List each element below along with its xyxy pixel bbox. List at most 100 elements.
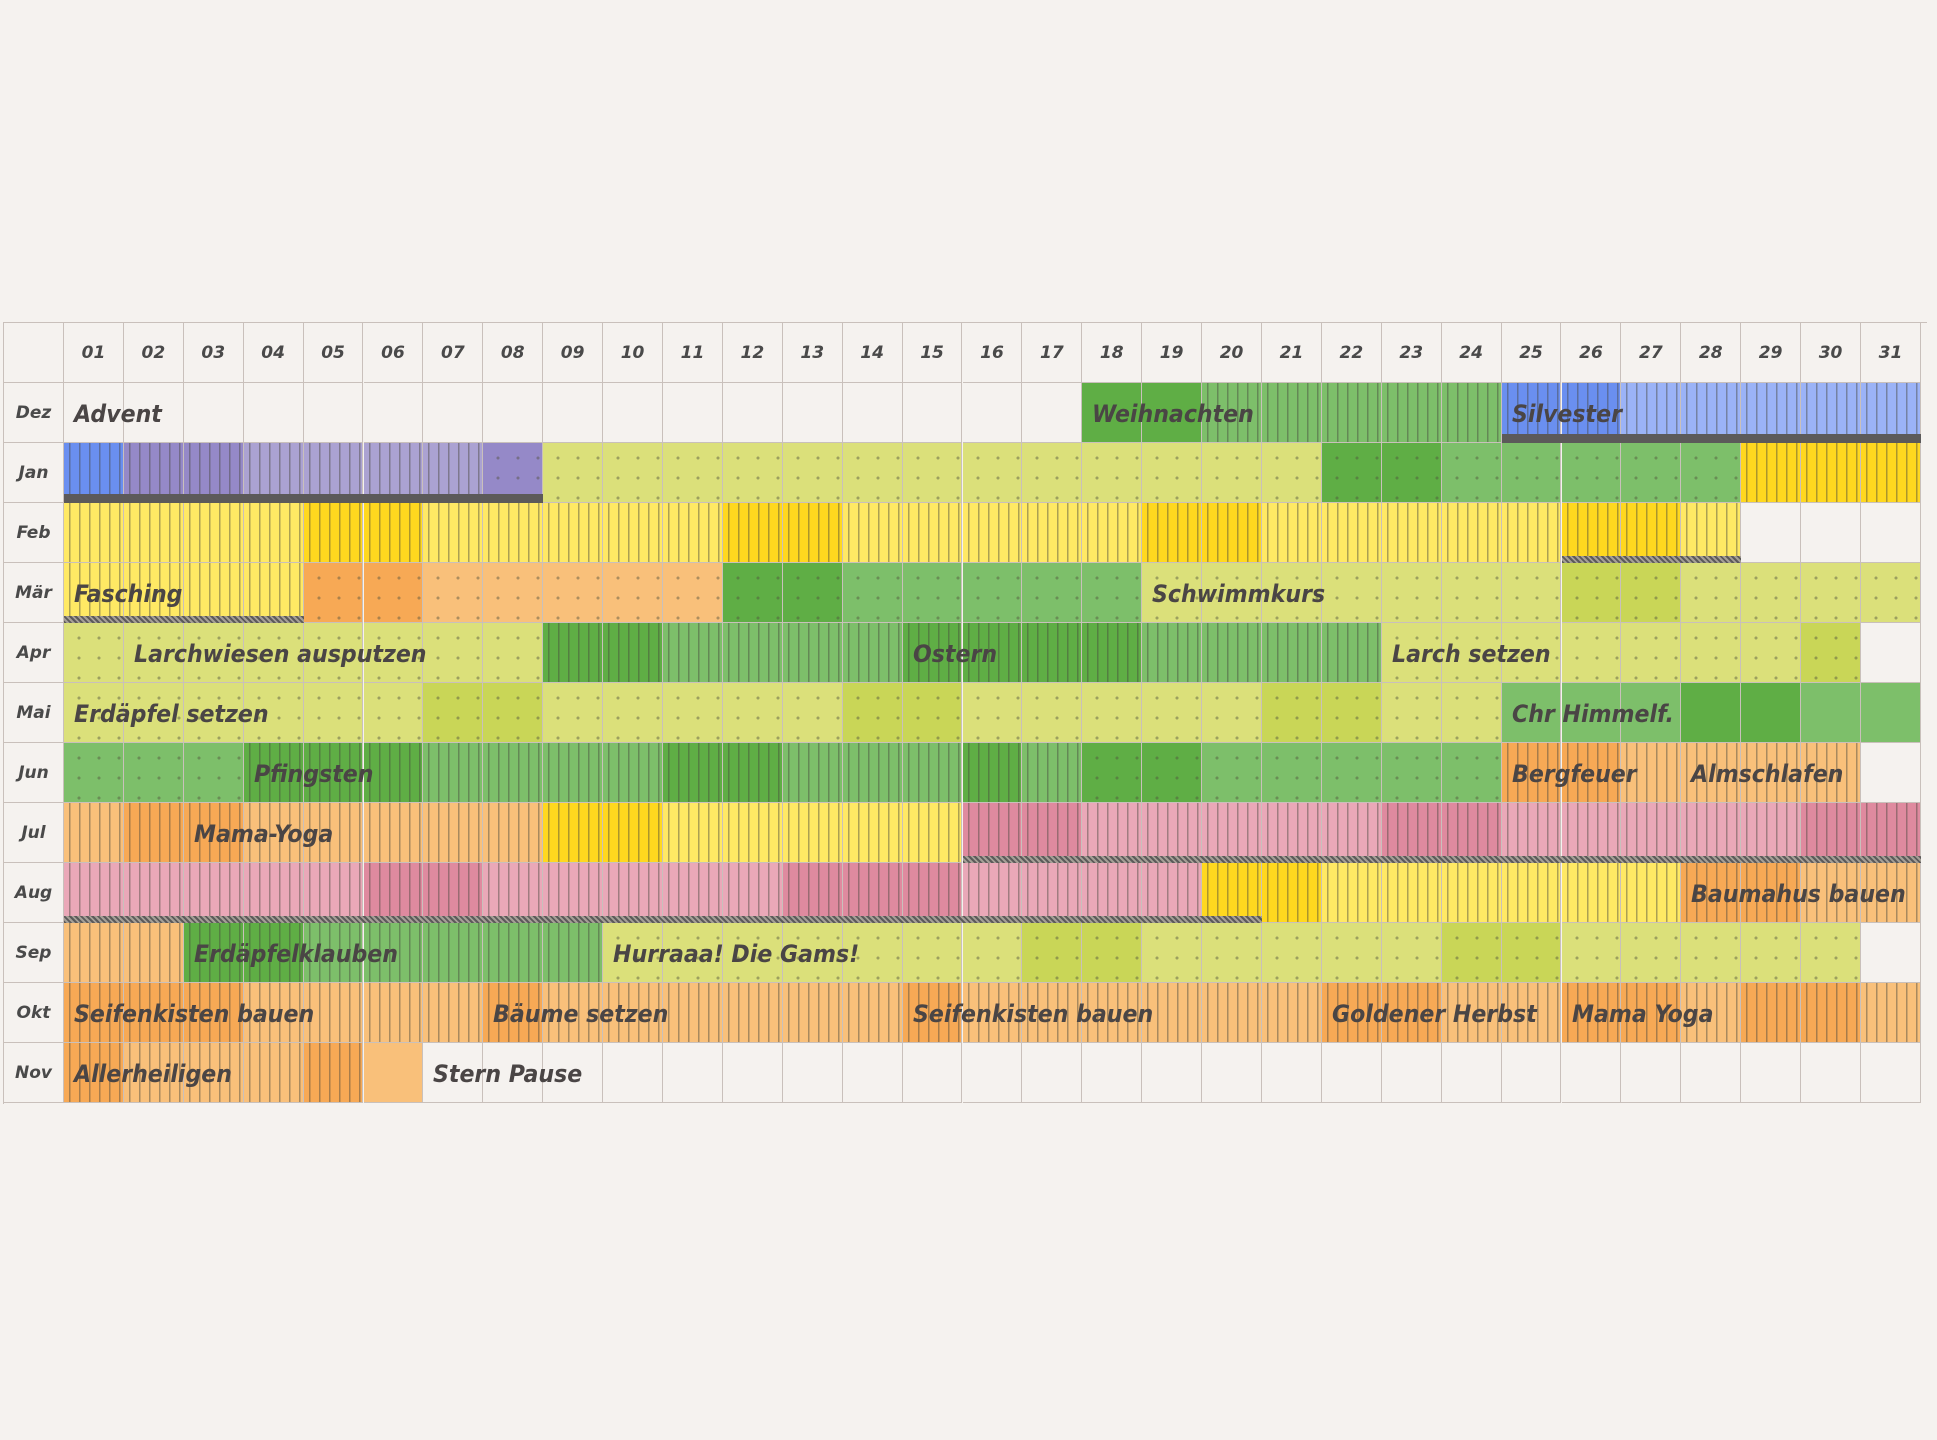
event-day-cell[interactable] bbox=[1262, 623, 1322, 683]
event-day-cell[interactable] bbox=[1142, 923, 1203, 983]
event-day-cell[interactable] bbox=[1621, 923, 1682, 983]
event-day-cell[interactable] bbox=[603, 563, 663, 623]
event-day-cell[interactable] bbox=[1801, 623, 1861, 683]
event-day-cell[interactable] bbox=[1381, 923, 1442, 983]
event-day-cell[interactable] bbox=[902, 803, 963, 863]
event-day-cell[interactable] bbox=[1621, 563, 1682, 623]
event-day-cell[interactable] bbox=[1681, 923, 1742, 983]
event-day-cell[interactable] bbox=[962, 503, 1023, 563]
event-day-cell[interactable] bbox=[1801, 743, 1861, 803]
event-day-cell[interactable] bbox=[483, 803, 544, 863]
day-cell[interactable] bbox=[1861, 503, 1921, 563]
event-day-cell[interactable] bbox=[1561, 863, 1622, 923]
event-day-cell[interactable] bbox=[1741, 923, 1802, 983]
event-day-cell[interactable] bbox=[1202, 983, 1262, 1043]
event-day-cell[interactable] bbox=[1202, 563, 1262, 623]
event-day-cell[interactable] bbox=[782, 683, 843, 743]
event-day-cell[interactable] bbox=[603, 623, 663, 683]
event-day-cell[interactable] bbox=[962, 623, 1023, 683]
event-day-cell[interactable] bbox=[1861, 443, 1921, 503]
event-day-cell[interactable] bbox=[902, 443, 963, 503]
event-day-cell[interactable] bbox=[1501, 683, 1562, 743]
event-day-cell[interactable] bbox=[1681, 503, 1742, 563]
day-cell[interactable] bbox=[782, 383, 843, 443]
event-day-cell[interactable] bbox=[902, 503, 963, 563]
event-day-cell[interactable] bbox=[962, 683, 1023, 743]
event-day-cell[interactable] bbox=[1142, 563, 1203, 623]
event-day-cell[interactable] bbox=[962, 443, 1023, 503]
event-day-cell[interactable] bbox=[1561, 743, 1622, 803]
event-day-cell[interactable] bbox=[243, 983, 304, 1043]
event-day-cell[interactable] bbox=[1082, 923, 1143, 983]
day-cell[interactable] bbox=[1861, 623, 1921, 683]
event-day-cell[interactable] bbox=[423, 563, 484, 623]
event-day-cell[interactable] bbox=[543, 623, 604, 683]
event-day-cell[interactable] bbox=[1142, 743, 1203, 803]
event-day-cell[interactable] bbox=[363, 803, 424, 863]
event-day-cell[interactable] bbox=[1321, 623, 1382, 683]
event-day-cell[interactable] bbox=[1142, 863, 1203, 923]
day-cell[interactable] bbox=[1142, 1043, 1203, 1103]
event-day-cell[interactable] bbox=[543, 923, 604, 983]
event-day-cell[interactable] bbox=[1262, 443, 1322, 503]
event-day-cell[interactable] bbox=[64, 623, 124, 683]
event-day-cell[interactable] bbox=[1262, 923, 1322, 983]
event-day-cell[interactable] bbox=[1861, 683, 1921, 743]
event-day-cell[interactable] bbox=[962, 803, 1023, 863]
event-day-cell[interactable] bbox=[64, 443, 124, 503]
event-day-cell[interactable] bbox=[123, 563, 184, 623]
event-day-cell[interactable] bbox=[603, 803, 663, 863]
event-day-cell[interactable] bbox=[363, 563, 424, 623]
day-cell[interactable] bbox=[1321, 1043, 1382, 1103]
event-day-cell[interactable] bbox=[1022, 983, 1083, 1043]
event-day-cell[interactable] bbox=[1801, 863, 1861, 923]
event-day-cell[interactable] bbox=[722, 863, 783, 923]
event-day-cell[interactable] bbox=[1621, 623, 1682, 683]
event-day-cell[interactable] bbox=[1022, 803, 1083, 863]
event-day-cell[interactable] bbox=[1022, 623, 1083, 683]
event-day-cell[interactable] bbox=[303, 443, 364, 503]
day-cell[interactable] bbox=[483, 383, 544, 443]
event-day-cell[interactable] bbox=[183, 803, 244, 863]
event-day-cell[interactable] bbox=[603, 863, 663, 923]
event-day-cell[interactable] bbox=[663, 443, 723, 503]
event-day-cell[interactable] bbox=[1202, 923, 1262, 983]
event-day-cell[interactable] bbox=[722, 443, 783, 503]
event-day-cell[interactable] bbox=[1381, 503, 1442, 563]
day-cell[interactable] bbox=[64, 383, 124, 443]
event-day-cell[interactable] bbox=[1022, 863, 1083, 923]
event-day-cell[interactable] bbox=[902, 623, 963, 683]
day-cell[interactable] bbox=[1501, 1043, 1562, 1103]
day-cell[interactable] bbox=[423, 383, 484, 443]
event-day-cell[interactable] bbox=[1142, 503, 1203, 563]
event-day-cell[interactable] bbox=[1202, 383, 1262, 443]
event-day-cell[interactable] bbox=[663, 563, 723, 623]
event-day-cell[interactable] bbox=[64, 563, 124, 623]
event-day-cell[interactable] bbox=[722, 563, 783, 623]
event-day-cell[interactable] bbox=[1321, 923, 1382, 983]
event-day-cell[interactable] bbox=[842, 743, 903, 803]
event-day-cell[interactable] bbox=[1441, 923, 1502, 983]
event-day-cell[interactable] bbox=[1441, 503, 1502, 563]
event-day-cell[interactable] bbox=[902, 743, 963, 803]
event-day-cell[interactable] bbox=[1741, 743, 1802, 803]
day-cell[interactable] bbox=[1082, 1043, 1143, 1103]
event-day-cell[interactable] bbox=[64, 803, 124, 863]
event-day-cell[interactable] bbox=[1621, 443, 1682, 503]
event-day-cell[interactable] bbox=[663, 803, 723, 863]
event-day-cell[interactable] bbox=[1741, 683, 1802, 743]
day-cell[interactable] bbox=[243, 383, 304, 443]
event-day-cell[interactable] bbox=[782, 503, 843, 563]
day-cell[interactable] bbox=[1022, 1043, 1083, 1103]
event-day-cell[interactable] bbox=[663, 503, 723, 563]
event-day-cell[interactable] bbox=[1082, 563, 1143, 623]
event-day-cell[interactable] bbox=[303, 863, 364, 923]
event-day-cell[interactable] bbox=[303, 1043, 364, 1103]
event-day-cell[interactable] bbox=[1861, 983, 1921, 1043]
event-day-cell[interactable] bbox=[1801, 983, 1861, 1043]
event-day-cell[interactable] bbox=[1262, 683, 1322, 743]
event-day-cell[interactable] bbox=[1022, 503, 1083, 563]
event-day-cell[interactable] bbox=[1561, 563, 1622, 623]
event-day-cell[interactable] bbox=[603, 983, 663, 1043]
event-day-cell[interactable] bbox=[1501, 863, 1562, 923]
